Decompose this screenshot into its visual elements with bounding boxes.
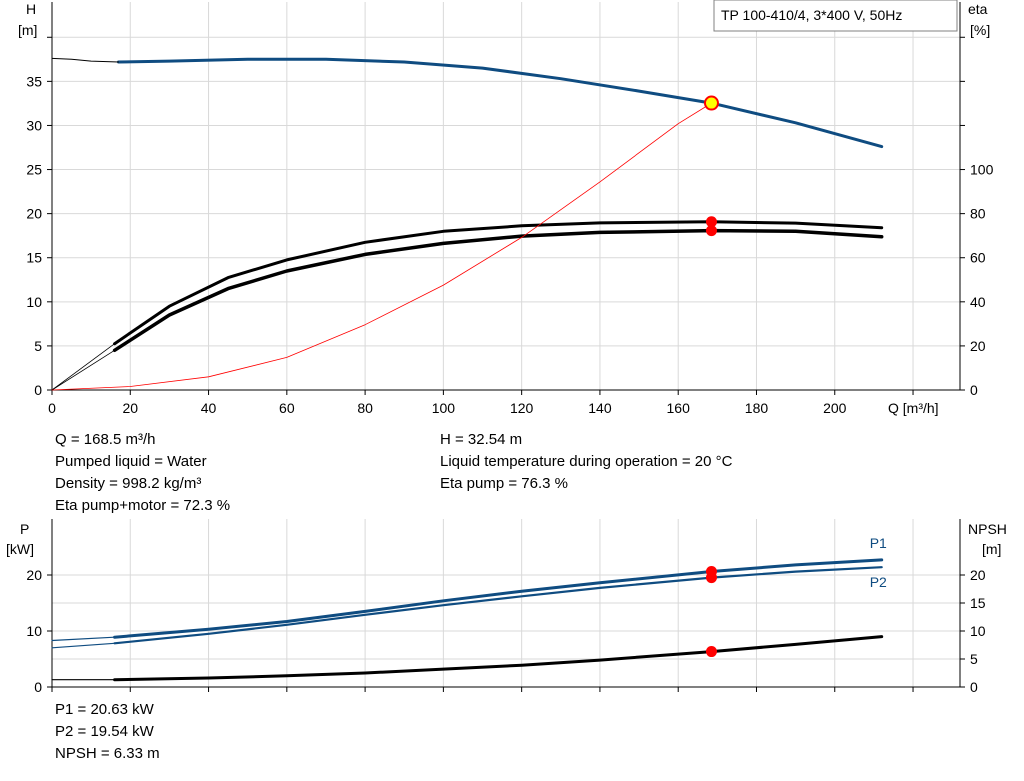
chart1-y-left-tick-label: 25 [26, 162, 42, 178]
chart2-y-right-tick-label: 5 [970, 651, 978, 667]
chart1-x-tick-label: 80 [357, 400, 373, 416]
chart1-y-left-tick-label: 5 [34, 338, 42, 354]
info-flow: Q = 168.5 m³/h [55, 431, 156, 448]
chart1-x-tick-label: 40 [201, 400, 217, 416]
chart1-y-right-label: eta [968, 1, 988, 17]
chart2-duty-point-p2 [705, 572, 717, 584]
chart1-x-tick-label: 20 [122, 400, 138, 416]
chart1-y-right-unit: [%] [970, 22, 990, 38]
readout-p2: P2 = 19.54 kW [55, 723, 154, 740]
chart1-y-left-tick-label: 20 [26, 206, 42, 222]
chart1-series-eta_extrapolated_a [51, 343, 115, 391]
chart2-y-left-unit: [kW] [6, 541, 34, 557]
chart2-y-right-tick-label: 15 [970, 595, 986, 611]
chart2-y-right-tick-label: 20 [970, 567, 986, 583]
chart1-y-left-tick-label: 30 [26, 117, 42, 133]
readout-npsh: NPSH = 6.33 m [55, 745, 160, 762]
chart1-series-system_curve [51, 102, 712, 391]
chart1-x-tick-label: 160 [667, 400, 691, 416]
chart1-x-tick-label: 120 [510, 400, 534, 416]
chart1-y-left-tick-label: 15 [26, 250, 42, 266]
power-readout: P1 = 20.63 kW P2 = 19.54 kW NPSH = 6.33 … [55, 699, 160, 765]
chart1-y-right-tick-label: 0 [970, 382, 978, 398]
chart1-y-left-tick-label: 35 [26, 73, 42, 89]
chart1-x-tick-label: 140 [588, 400, 612, 416]
chart1-y-left-tick-label: 10 [26, 294, 42, 310]
info-eta-pump-motor: Eta pump+motor = 72.3 % [55, 497, 231, 514]
chart1-duty-point-head [703, 95, 719, 111]
chart1-series-eta_pump [113, 220, 884, 346]
chart1-series-eta_pump_motor [112, 228, 884, 353]
info-eta-pump: Eta pump = 76.3 % [440, 475, 568, 492]
chart2-legend-p1: P1 [870, 535, 887, 551]
chart1-x-axis-label: Q [m³/h] [888, 400, 939, 416]
chart2-legend-p2: P2 [870, 574, 887, 590]
chart2-duty-point-npsh [705, 646, 717, 658]
chart1-title-box [713, 0, 958, 32]
chart1-y-right-tick-label: 20 [970, 338, 986, 354]
chart2-y-left-tick-label: 20 [26, 567, 42, 583]
operating-info-right: H = 32.54 m Liquid temperature during op… [440, 429, 732, 495]
operating-info-left: Q = 168.5 m³/h Pumped liquid = Water Den… [55, 429, 230, 517]
info-temperature: Liquid temperature during operation = 20… [440, 453, 733, 470]
chart1-y-right-tick-label: 40 [970, 294, 986, 310]
readout-p1: P1 = 20.63 kW [55, 701, 154, 718]
info-density: Density = 998.2 kg/m³ [55, 475, 202, 492]
chart2-y-left-tick-label: 0 [34, 679, 42, 695]
chart1-title-box-text: TP 100-410/4, 3*400 V, 50Hz [721, 7, 902, 23]
chart2-y-left-label: P [20, 521, 29, 537]
chart1-duty-point-eta-pump-motor [705, 225, 717, 237]
chart1-x-tick-label: 200 [823, 400, 847, 416]
chart1-y-right-tick-label: 80 [970, 206, 986, 222]
chart1-y-left-label: H [26, 1, 36, 17]
chart2-y-right-unit: [m] [982, 541, 1001, 557]
chart2-y-right-label: NPSH [968, 521, 1007, 537]
chart1-x-tick-label: 100 [432, 400, 456, 416]
chart1-x-tick-label: 60 [279, 400, 295, 416]
chart2-series-npsh [113, 635, 884, 682]
chart2-series-p2 [113, 566, 883, 645]
chart2-y-left-tick-label: 10 [26, 623, 42, 639]
chart2-series-p1 [113, 558, 884, 639]
chart2-y-right-tick-label: 10 [970, 623, 986, 639]
chart1-series-head_curve [117, 57, 884, 149]
chart1-y-right-tick-label: 100 [970, 162, 994, 178]
chart1-y-right-tick-label: 60 [970, 250, 986, 266]
chart1-x-tick-label: 180 [745, 400, 769, 416]
chart2-y-right-tick-label: 0 [970, 679, 978, 695]
chart1-duty-point-eta-pump [705, 216, 717, 228]
chart1-series-head_extrapolated [51, 57, 119, 63]
chart2-series-p2_extrapolated [51, 642, 116, 649]
chart1-y-left-tick-label: 0 [34, 382, 42, 398]
info-liquid: Pumped liquid = Water [55, 453, 207, 470]
info-head: H = 32.54 m [440, 431, 523, 448]
chart1-x-tick-label: 0 [48, 400, 56, 416]
chart1-y-left-unit: [m] [18, 22, 37, 38]
chart1-series-eta_extrapolated_b [51, 349, 115, 391]
chart2-series-p1_extrapolated [51, 636, 116, 642]
